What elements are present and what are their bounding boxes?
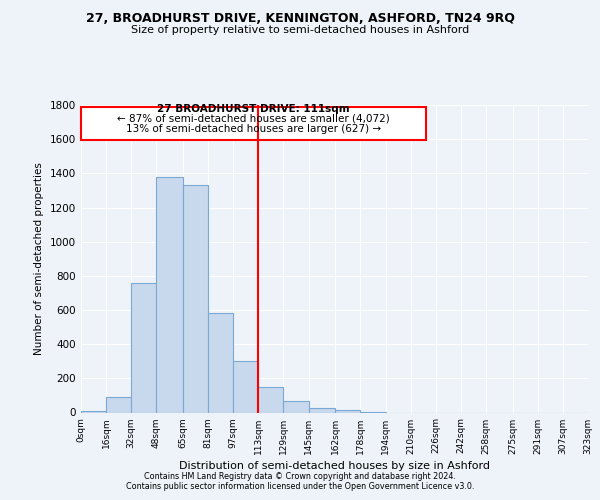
- Text: Size of property relative to semi-detached houses in Ashford: Size of property relative to semi-detach…: [131, 25, 469, 35]
- Bar: [208, 314, 233, 412]
- Y-axis label: Number of semi-detached properties: Number of semi-detached properties: [34, 162, 44, 355]
- Bar: [308, 408, 335, 412]
- Text: ← 87% of semi-detached houses are smaller (4,072): ← 87% of semi-detached houses are smalle…: [117, 114, 390, 124]
- Bar: [106, 397, 131, 412]
- Bar: [157, 177, 183, 412]
- Text: Contains public sector information licensed under the Open Government Licence v3: Contains public sector information licen…: [126, 482, 474, 491]
- Bar: [81, 411, 106, 412]
- Bar: [183, 186, 208, 412]
- Bar: [131, 282, 157, 412]
- Bar: [259, 387, 283, 412]
- FancyBboxPatch shape: [81, 106, 427, 140]
- Bar: [335, 410, 361, 412]
- Bar: [283, 400, 308, 412]
- Text: 27, BROADHURST DRIVE, KENNINGTON, ASHFORD, TN24 9RQ: 27, BROADHURST DRIVE, KENNINGTON, ASHFOR…: [86, 12, 514, 26]
- Text: 13% of semi-detached houses are larger (627) →: 13% of semi-detached houses are larger (…: [126, 124, 381, 134]
- Bar: [233, 361, 259, 412]
- X-axis label: Distribution of semi-detached houses by size in Ashford: Distribution of semi-detached houses by …: [179, 460, 490, 470]
- Text: 27 BROADHURST DRIVE: 111sqm: 27 BROADHURST DRIVE: 111sqm: [157, 104, 350, 115]
- Text: Contains HM Land Registry data © Crown copyright and database right 2024.: Contains HM Land Registry data © Crown c…: [144, 472, 456, 481]
